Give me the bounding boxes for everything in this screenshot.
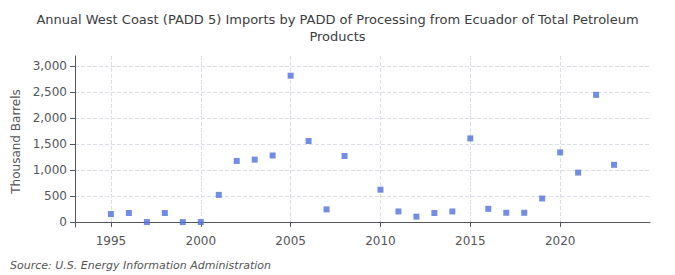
svg-text:Thousand Barrels: Thousand Barrels <box>9 89 23 194</box>
svg-text:500: 500 <box>44 189 67 203</box>
svg-text:2005: 2005 <box>275 234 306 248</box>
svg-text:2015: 2015 <box>455 234 486 248</box>
svg-text:2010: 2010 <box>365 234 396 248</box>
svg-text:2000: 2000 <box>186 234 217 248</box>
svg-text:1,500: 1,500 <box>33 137 67 151</box>
svg-text:1,000: 1,000 <box>33 163 67 177</box>
svg-text:2,500: 2,500 <box>33 85 67 99</box>
svg-text:2020: 2020 <box>545 234 576 248</box>
svg-text:Annual West Coast (PADD 5) Imp: Annual West Coast (PADD 5) Imports by PA… <box>36 12 638 27</box>
svg-text:Products: Products <box>309 29 365 44</box>
svg-text:1995: 1995 <box>96 234 127 248</box>
svg-text:2,000: 2,000 <box>33 111 67 125</box>
svg-text:3,000: 3,000 <box>33 59 67 73</box>
svg-text:0: 0 <box>59 215 67 229</box>
svg-text:Source: U.S. Energy Informatio: Source: U.S. Energy Information Administ… <box>10 259 271 272</box>
